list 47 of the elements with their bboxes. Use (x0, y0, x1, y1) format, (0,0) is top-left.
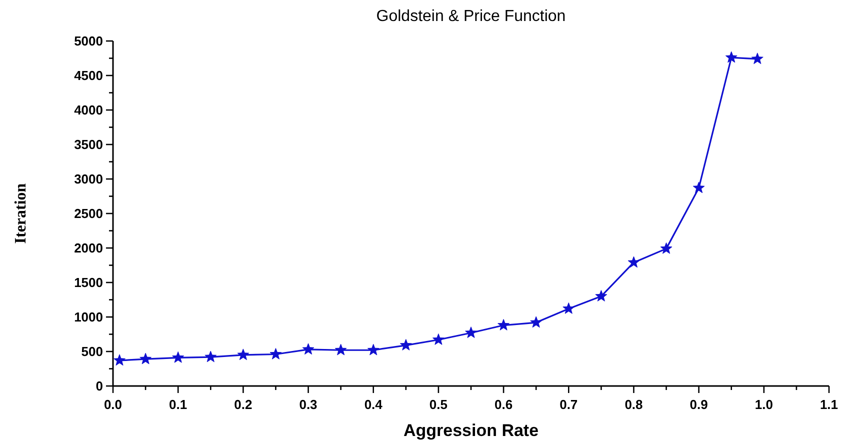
x-tick-label: 0.6 (494, 397, 513, 412)
point (628, 256, 640, 268)
point (498, 319, 510, 330)
x-tick-label: 1.0 (754, 397, 773, 412)
point (367, 344, 380, 356)
point (432, 334, 444, 345)
point (751, 52, 764, 64)
point (204, 350, 217, 362)
point (660, 242, 672, 254)
y-tick-label: 0 (96, 378, 103, 394)
x-tick-label: 0.7 (560, 397, 578, 412)
y-axis-title: Iteration (12, 183, 30, 244)
y-tick-label: 3500 (74, 137, 103, 152)
point (465, 326, 477, 338)
x-tick-label: 0.5 (429, 397, 448, 412)
x-tick-label: 0.3 (299, 397, 318, 412)
point (114, 354, 126, 366)
y-tick-label: 5000 (74, 34, 103, 49)
point (725, 51, 738, 63)
y-tick-label: 1500 (74, 275, 103, 290)
x-tick-label: 0.1 (169, 397, 188, 412)
y-tick-label: 500 (81, 344, 103, 360)
x-tick-label: 0.8 (624, 397, 643, 412)
x-tick-label: 0.4 (364, 397, 384, 412)
x-tick-label: 0.0 (104, 397, 122, 412)
x-axis-title: Aggression Rate (403, 421, 539, 440)
y-tick-label: 4000 (74, 102, 103, 118)
point (334, 344, 347, 356)
point (595, 290, 608, 302)
point (530, 316, 542, 328)
x-tick-label: 0.9 (690, 397, 708, 412)
x-tick-label: 1.1 (820, 397, 838, 412)
point (140, 352, 152, 364)
y-tick-label: 1000 (74, 310, 103, 325)
y-tick-label: 4500 (74, 68, 103, 84)
point (270, 348, 282, 360)
point (172, 351, 184, 363)
point (302, 343, 314, 355)
x-tick-label: 0.2 (234, 397, 252, 412)
point (562, 302, 575, 314)
point (692, 182, 705, 194)
y-tick-label: 2000 (74, 240, 103, 256)
point (237, 348, 250, 360)
y-tick-label: 3000 (74, 172, 103, 187)
point (400, 339, 412, 350)
chart-title: Goldstein & Price Function (375, 8, 567, 26)
y-tick-label: 2500 (74, 206, 103, 222)
